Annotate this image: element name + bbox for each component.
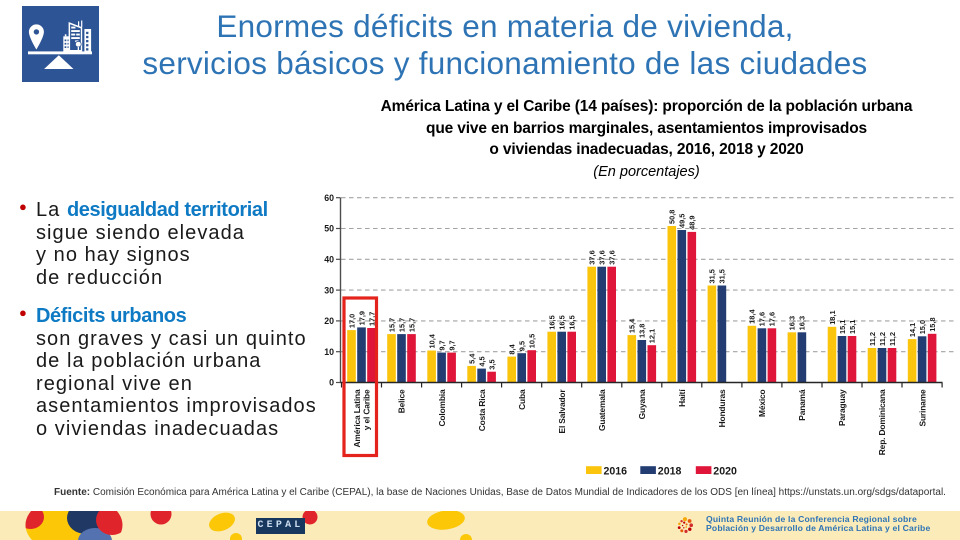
svg-text:17,6: 17,6 [758, 312, 767, 326]
svg-text:15,7: 15,7 [397, 318, 406, 332]
svg-text:Haití: Haití [677, 389, 687, 407]
svg-text:5,4: 5,4 [467, 353, 476, 364]
svg-text:50: 50 [324, 224, 334, 234]
svg-text:9,5: 9,5 [518, 341, 527, 351]
svg-text:15,1: 15,1 [838, 320, 847, 334]
svg-text:40: 40 [324, 255, 334, 265]
svg-text:10,4: 10,4 [427, 333, 436, 348]
svg-text:11,2: 11,2 [878, 332, 887, 346]
svg-text:15,7: 15,7 [387, 318, 396, 332]
svg-text:2018: 2018 [658, 465, 682, 477]
svg-text:4,5: 4,5 [477, 356, 486, 366]
svg-text:10,5: 10,5 [528, 334, 537, 348]
svg-text:El Salvador: El Salvador [557, 389, 567, 434]
svg-text:3,5: 3,5 [487, 359, 496, 369]
svg-text:Costa Rica: Costa Rica [477, 389, 487, 431]
svg-text:México: México [757, 389, 767, 417]
svg-text:16,5: 16,5 [548, 315, 557, 329]
svg-text:37,6: 37,6 [608, 250, 617, 264]
svg-text:20: 20 [324, 316, 334, 326]
svg-text:11,2: 11,2 [868, 332, 877, 346]
svg-text:Colombia: Colombia [437, 389, 447, 426]
svg-text:31,5: 31,5 [708, 269, 717, 283]
svg-text:0: 0 [329, 378, 334, 388]
svg-text:15,7: 15,7 [407, 318, 416, 332]
svg-text:10: 10 [324, 347, 334, 357]
svg-text:50,8: 50,8 [668, 210, 677, 224]
svg-text:49,5: 49,5 [678, 214, 687, 228]
svg-text:Cuba: Cuba [517, 389, 527, 410]
svg-text:18,1: 18,1 [828, 310, 837, 324]
svg-text:Guyana: Guyana [637, 389, 647, 419]
svg-text:8,4: 8,4 [508, 343, 517, 354]
svg-text:31,5: 31,5 [718, 269, 727, 283]
svg-text:17,9: 17,9 [357, 311, 366, 325]
svg-text:9,7: 9,7 [437, 340, 446, 350]
svg-text:2016: 2016 [604, 465, 628, 477]
svg-text:37,6: 37,6 [588, 250, 597, 264]
svg-text:16,5: 16,5 [568, 315, 577, 329]
svg-text:14,1: 14,1 [908, 323, 917, 337]
svg-text:11,2: 11,2 [888, 332, 897, 346]
svg-text:12,1: 12,1 [648, 329, 657, 343]
svg-text:16,3: 16,3 [798, 316, 807, 330]
svg-text:60: 60 [324, 193, 334, 203]
svg-text:2020: 2020 [713, 465, 737, 477]
svg-text:Guatemala: Guatemala [597, 389, 607, 431]
svg-text:37,6: 37,6 [598, 250, 607, 264]
svg-text:9,7: 9,7 [447, 340, 456, 350]
svg-text:17,0: 17,0 [347, 314, 356, 328]
svg-text:Paraguay: Paraguay [837, 389, 847, 426]
svg-text:Belice: Belice [397, 389, 407, 413]
svg-text:América Latina: América Latina [352, 389, 362, 447]
svg-text:18,4: 18,4 [748, 309, 757, 324]
svg-text:Panamá: Panamá [797, 389, 807, 421]
svg-text:15,8: 15,8 [928, 317, 937, 331]
svg-text:30: 30 [324, 285, 334, 295]
svg-text:16,3: 16,3 [788, 316, 797, 330]
svg-text:Honduras: Honduras [717, 389, 727, 427]
svg-text:17,6: 17,6 [768, 312, 777, 326]
svg-text:17,7: 17,7 [367, 312, 376, 326]
svg-text:48,9: 48,9 [688, 216, 697, 230]
svg-text:16,5: 16,5 [558, 315, 567, 329]
svg-text:13,8: 13,8 [638, 324, 647, 338]
svg-text:y el Caribe: y el Caribe [361, 389, 371, 430]
svg-text:Rep. Dominicana: Rep. Dominicana [877, 389, 887, 455]
svg-text:15,4: 15,4 [628, 318, 637, 333]
svg-text:15,1: 15,1 [848, 320, 857, 334]
svg-text:Suriname: Suriname [917, 389, 927, 426]
svg-text:15,0: 15,0 [918, 320, 927, 334]
